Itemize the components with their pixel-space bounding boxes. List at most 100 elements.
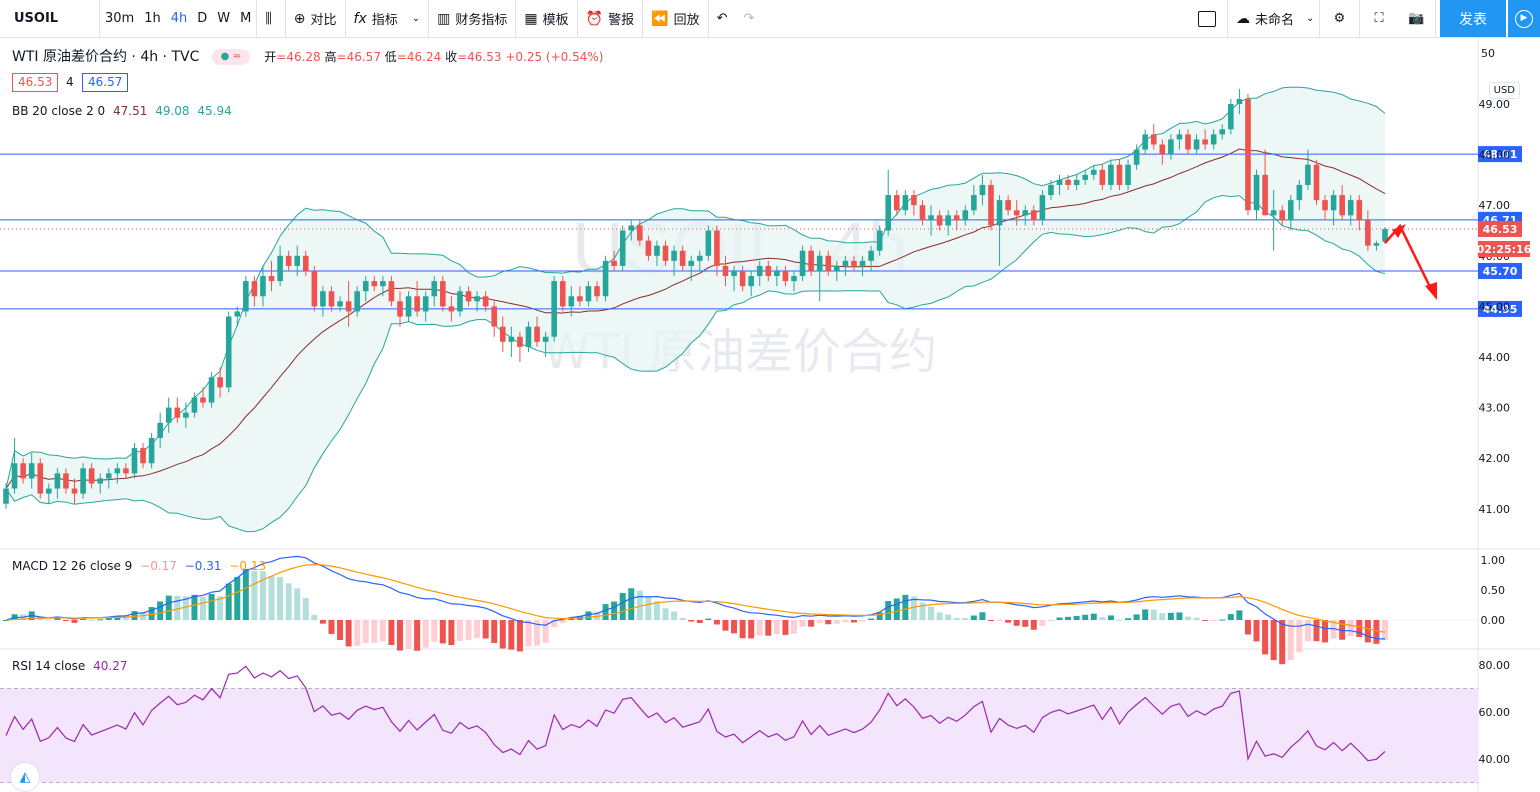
macd-hist-bar xyxy=(850,620,857,623)
macd-hist-bar xyxy=(756,620,763,636)
macd-hist-bar xyxy=(696,620,703,624)
candle-body xyxy=(542,336,549,342)
high-value: =46.57 xyxy=(336,50,381,64)
macd-hist-bar xyxy=(1287,620,1294,661)
compare-label: 对比 xyxy=(310,13,337,28)
fullscreen-toggle-button[interactable] xyxy=(1186,0,1228,38)
financials-button[interactable]: ▥ 财务指标 xyxy=(429,0,517,38)
candle-body xyxy=(568,296,575,307)
macd-hist-bar xyxy=(1279,620,1286,665)
candle-body xyxy=(731,270,737,277)
high-label: 高 xyxy=(324,50,337,64)
candle-body xyxy=(559,281,566,307)
fullscreen-button[interactable]: ⛶ xyxy=(1360,0,1398,38)
macd-hist-bar xyxy=(491,620,498,644)
candle-body xyxy=(619,230,626,266)
compare-button[interactable]: ⊕ 对比 xyxy=(286,0,346,38)
candle-body xyxy=(1125,164,1131,185)
price-axis-label: 49.00 xyxy=(1479,98,1511,111)
macd-legend[interactable]: MACD 12 26 close 9 −0.17 −0.31 −0.13 xyxy=(12,559,266,573)
macd-hist-bar xyxy=(439,620,446,644)
bb-lower-value: 45.94 xyxy=(197,104,232,118)
candle-body xyxy=(551,281,557,337)
macd-hist-bar xyxy=(405,620,412,649)
macd-hist-bar xyxy=(936,612,943,620)
interval-4h[interactable]: 4h xyxy=(170,11,188,26)
macd-hist-bar xyxy=(1193,617,1200,620)
settings-button[interactable]: ⚙ xyxy=(1320,0,1360,38)
macd-hist-bar xyxy=(885,600,892,620)
rsi-legend[interactable]: RSI 14 close 40.27 xyxy=(12,659,128,673)
open-value: =46.28 xyxy=(276,50,321,64)
interval-w[interactable]: W xyxy=(217,11,231,26)
candle-body xyxy=(243,281,249,312)
bb-legend[interactable]: BB 20 close 2 0 47.51 49.08 45.94 xyxy=(12,104,232,118)
candle-body xyxy=(448,306,455,312)
interval-m[interactable]: M xyxy=(235,0,258,38)
bid-price-box[interactable]: 46.53 xyxy=(12,73,59,92)
publish-button[interactable]: 发表 xyxy=(1440,0,1506,37)
close-value: =46.53 xyxy=(457,50,502,64)
candle-body xyxy=(1185,134,1191,150)
macd-hist-bar xyxy=(328,620,335,634)
candle-body xyxy=(1013,210,1020,216)
chart-area[interactable]: USOIL, 4hWTI 原油差价合约48.0146.7145.7044.954… xyxy=(0,38,1540,792)
tradingview-logo[interactable]: ◭ xyxy=(10,762,40,792)
chart-type-button[interactable]: ⫼ xyxy=(257,0,286,38)
layout-name-button[interactable]: ☁ 未命名 ⌄ xyxy=(1228,0,1320,38)
macd-hist-bar xyxy=(534,620,541,646)
price-axis-label: 50 xyxy=(1481,47,1495,60)
symbol-title[interactable]: WTI 原油差价合约 · 4h · TVC xyxy=(12,49,200,65)
candle-body xyxy=(645,240,652,256)
candle-body xyxy=(1133,149,1140,165)
interval-1h[interactable]: 1h xyxy=(144,11,161,26)
macd-hist-bar xyxy=(833,620,840,624)
currency-label[interactable]: USD xyxy=(1488,82,1520,99)
candle-body xyxy=(1296,184,1303,201)
macd-hist-bar xyxy=(294,588,301,620)
macd-hist-bar xyxy=(645,597,652,620)
replay-button[interactable]: ⏪ 回放 xyxy=(643,0,709,38)
redo-button[interactable]: ↷ xyxy=(735,0,762,38)
macd-hist-bar xyxy=(482,620,489,639)
candle-body xyxy=(414,296,420,312)
macd-hist-bar xyxy=(414,620,421,651)
candle-body xyxy=(585,286,592,302)
interval-30m[interactable]: 30m xyxy=(105,11,135,26)
macd-hist-bar xyxy=(1073,615,1080,620)
snapshot-button[interactable]: 📷 xyxy=(1398,0,1436,38)
candle-body xyxy=(1159,144,1166,155)
publish-dropdown-button[interactable]: ▶ xyxy=(1507,0,1540,37)
visibility-toggle[interactable]: ● ≈ xyxy=(211,49,250,65)
macd-hist-bar xyxy=(688,620,695,622)
candle-body xyxy=(1005,200,1011,211)
candle-body xyxy=(1373,243,1380,246)
alert-button[interactable]: ⏰ 警报 xyxy=(578,0,644,38)
templates-button[interactable]: ▦ 模板 xyxy=(516,0,578,38)
candle-body xyxy=(285,255,292,266)
candle-body xyxy=(1176,134,1183,140)
macd-hist-bar xyxy=(1030,620,1037,630)
candle-body xyxy=(11,463,18,489)
macd-hist-bar xyxy=(1090,613,1097,620)
interval-d[interactable]: D xyxy=(197,11,208,26)
macd-hist-bar xyxy=(354,620,361,646)
candle-body xyxy=(114,468,121,474)
rsi-axis-label: 60.00 xyxy=(1479,706,1511,719)
macd-hist-bar xyxy=(1313,620,1320,642)
candle-body xyxy=(774,270,780,277)
indicators-button[interactable]: fx 指标 ⌄ xyxy=(346,0,430,38)
level-tag-2 xyxy=(1478,262,1522,279)
candle-body xyxy=(722,265,729,277)
candle-body xyxy=(225,316,232,388)
plus-circle-icon: ⊕ xyxy=(293,10,306,27)
ask-price-box[interactable]: 46.57 xyxy=(82,73,129,92)
camera-icon: 📷 xyxy=(1408,11,1425,26)
candle-body xyxy=(748,276,754,287)
macd-hist-bar xyxy=(157,601,164,620)
macd-hist-bar xyxy=(3,620,9,621)
bb-mid-value: 47.51 xyxy=(113,104,148,118)
undo-button[interactable]: ↶ xyxy=(709,0,736,38)
symbol-search-button[interactable]: USOIL xyxy=(0,0,100,38)
chart-canvas[interactable]: USOIL, 4hWTI 原油差价合约48.0146.7145.7044.954… xyxy=(0,38,1540,791)
